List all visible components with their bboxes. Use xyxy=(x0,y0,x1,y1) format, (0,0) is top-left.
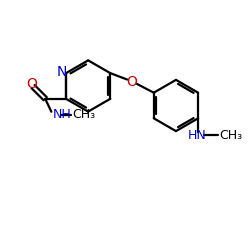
Text: O: O xyxy=(26,77,37,91)
Text: NH: NH xyxy=(52,108,71,121)
Text: N: N xyxy=(56,65,67,79)
Text: HN: HN xyxy=(188,129,206,142)
Text: CH₃: CH₃ xyxy=(219,129,242,142)
Text: CH₃: CH₃ xyxy=(72,108,96,121)
Text: O: O xyxy=(126,75,138,89)
